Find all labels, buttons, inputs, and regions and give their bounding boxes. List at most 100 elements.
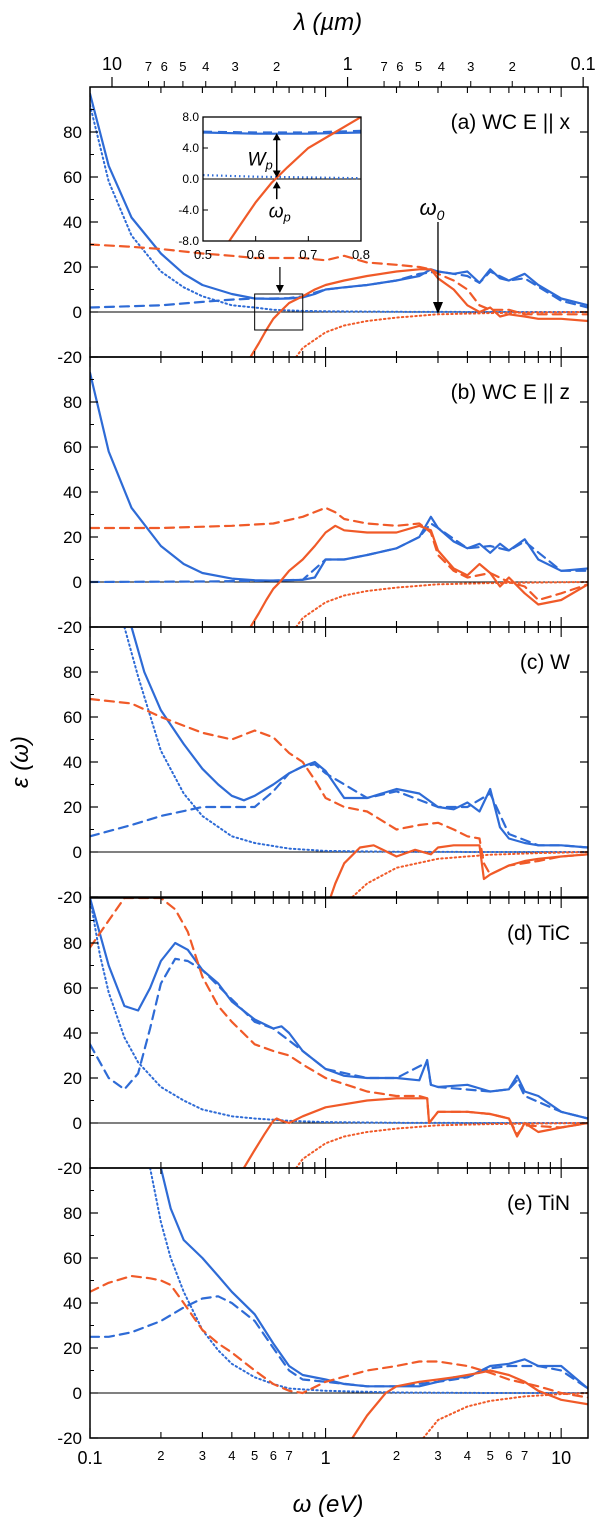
y-tick-label: 40 [63,1294,82,1313]
series-orange-dashed [90,506,588,602]
bottom-axis-label: ω (eV) [293,1491,364,1518]
panel-title: (b) WC E || z [451,381,570,404]
bottom-minor-tick-label: 7 [521,1448,528,1463]
top-minor-tick-label: 5 [179,59,186,74]
bottom-minor-tick-label: 6 [505,1448,512,1463]
y-tick-label: 60 [63,1249,82,1268]
inset-y-tick-label: 4.0 [182,141,199,155]
panel-4: -20 0 20 40 60 80 (d) TiC [57,897,589,1178]
y-tick-label: 20 [63,1339,82,1358]
y-tick-label: 40 [63,1024,82,1043]
top-major-tick-label: 0.1 [571,54,596,74]
panel-3: -20 0 20 40 60 80 (c) W [57,626,589,907]
y-tick-label: 60 [63,168,82,187]
series-orange-solid [242,1097,588,1168]
top-minor-tick-label: 7 [380,59,387,74]
top-minor-tick-label: 6 [161,59,168,74]
series-blue-dotted [149,1168,588,1394]
series-orange-solid [329,844,588,897]
y-tick-label: 60 [63,708,82,727]
top-minor-tick-label: 4 [202,59,209,74]
y-tick-label: -20 [57,348,82,367]
inset-region-box [254,293,304,331]
y-tick-label: 40 [63,213,82,232]
series-group [90,92,588,357]
bottom-major-tick-label: 10 [551,1448,571,1468]
series-orange-dashed [90,898,588,1136]
y-tick-label: 0 [73,843,82,862]
inset-y-tick-label: 0.0 [182,172,199,186]
inset-series-orange-solid [228,117,361,241]
bottom-minor-tick-label: 2 [157,1448,164,1463]
series-blue-dashed [90,763,588,849]
series-group [90,898,588,1168]
inset-series-group [203,117,361,241]
inset-omegap-arrow-head [272,181,281,189]
y-tick-label: 60 [63,979,82,998]
top-major-tick-label: 10 [102,54,122,74]
series-orange-dotted [351,851,588,897]
panel-frame [89,626,589,898]
inset-x-tick-label: 0.7 [299,247,317,262]
series-orange-dotted [422,1392,588,1438]
inset-x-tick-label: 0.5 [194,247,212,262]
y-tick-label: 20 [63,258,82,277]
y-tick-label: 80 [63,934,82,953]
y-tick-label: 20 [63,1069,82,1088]
series-blue-dotted [123,627,588,853]
bottom-energy-axis: 0.1 1 102 3 4 5 6 7 2 3 4 5 6 7 [77,1448,571,1468]
bottom-minor-tick-label: 4 [464,1448,471,1463]
series-blue-dotted [90,104,588,313]
omega0-arrow-head [432,302,443,314]
series-orange-solid [351,1369,588,1438]
panel-2: -20 0 20 40 60 80 (b) WC E || z [57,356,589,637]
y-tick-label: 0 [73,303,82,322]
y-axis-label: ε (ω) [7,736,34,788]
y-tick-label: 40 [63,483,82,502]
panel-1: -20 0 20 40 60 80 (a) WC E || x ω0 [57,86,589,367]
y-tick-label: 20 [63,798,82,817]
y-tick-label: 40 [63,753,82,772]
y-tick-label: -20 [57,888,82,907]
inset-y-tick-label: -4.0 [178,203,199,217]
top-axis-label: λ (µm) [292,9,362,36]
inset-series-blue-dotted [203,174,361,180]
y-tick-label: -20 [57,1429,82,1448]
y-tick-label: 0 [73,573,82,592]
y-tick-label: 80 [63,1204,82,1223]
series-blue-dashed [90,270,588,309]
panel-title: (e) TiN [507,1192,570,1215]
y-tick-label: 60 [63,438,82,457]
top-minor-tick-label: 4 [438,59,445,74]
series-orange-dashed [90,1274,588,1399]
top-minor-tick-label: 5 [415,59,422,74]
y-tick-label: 0 [73,1384,82,1403]
y-tick-label: -20 [57,618,82,637]
series-blue-dashed [90,522,588,584]
bottom-major-tick-label: 0.1 [77,1448,102,1468]
y-tick-label: 80 [63,393,82,412]
bottom-minor-tick-label: 4 [228,1448,235,1463]
panel-title: (a) WC E || x [451,111,571,134]
top-minor-tick-label: 2 [273,59,280,74]
inset-wp-arrow-head-up [272,133,281,141]
bottom-minor-tick-label: 6 [270,1448,277,1463]
top-minor-tick-label: 7 [145,59,152,74]
series-blue-dotted [90,898,588,1124]
panel-title: (d) TiC [507,922,570,945]
panels-group: -20 0 20 40 60 80 (a) WC E || x ω0 -20 0 20 40 60 80 (… [57,86,589,1448]
series-group [90,627,588,897]
inset-y-tick-label: 8.0 [182,110,199,124]
inset-series-blue-dashed [203,129,361,134]
series-orange-dotted [295,1122,588,1168]
inset-connector-head [275,285,284,293]
series-blue-dashed [90,957,588,1120]
bottom-minor-tick-label: 5 [251,1448,258,1463]
series-orange-dotted [295,581,588,627]
y-tick-label: 80 [63,663,82,682]
series-blue-solid [159,1168,588,1390]
series-orange-dashed [90,697,588,876]
top-minor-tick-label: 2 [509,59,516,74]
